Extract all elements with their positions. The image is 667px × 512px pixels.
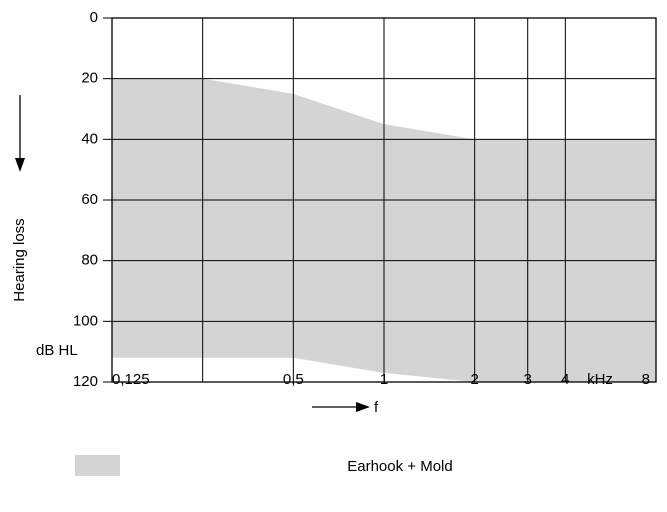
y-tick-label: 100	[73, 312, 98, 329]
x-arrow	[312, 402, 370, 412]
y-tick-label: 40	[81, 130, 98, 147]
y-tick-label: 60	[81, 191, 98, 208]
x-tick-label: 2	[470, 371, 478, 388]
plot-frame	[111, 17, 657, 383]
y-axis-label: Hearing loss	[11, 218, 28, 301]
x-axis-label: f	[374, 399, 379, 416]
y-tick-label: 120	[73, 373, 98, 390]
y-arrow	[15, 95, 25, 172]
legend-label: Earhook + Mold	[347, 458, 452, 475]
y-unit: dB HL	[36, 342, 78, 359]
y-tick-label: 80	[81, 252, 98, 269]
x-tick-label: 4	[561, 371, 569, 388]
x-tick-label: 0,5	[283, 371, 304, 388]
y-tick-label: 20	[81, 70, 98, 87]
legend-swatch	[75, 455, 120, 476]
y-tick-label: 0	[90, 9, 98, 26]
x-tick-label: 1	[380, 371, 388, 388]
x-tick-label: 8	[642, 371, 650, 388]
x-unit: kHz	[587, 371, 613, 388]
x-tick-label: 3	[524, 371, 532, 388]
x-tick-label: 0,125	[112, 371, 150, 388]
